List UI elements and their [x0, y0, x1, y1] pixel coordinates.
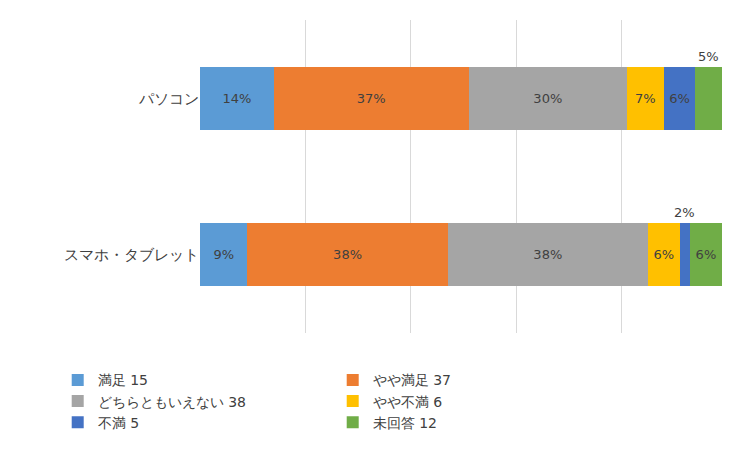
svg-text:6%: 6% [669, 91, 690, 106]
svg-text:37%: 37% [357, 91, 386, 106]
svg-text:未回答 12: 未回答 12 [373, 415, 437, 431]
svg-text:パソコン: パソコン [138, 90, 199, 108]
svg-text:スマホ・タブレット: スマホ・タブレット [64, 246, 199, 264]
svg-text:14%: 14% [222, 91, 251, 106]
svg-text:30%: 30% [533, 91, 562, 106]
svg-text:6%: 6% [696, 247, 717, 262]
svg-text:38%: 38% [333, 247, 362, 262]
svg-text:7%: 7% [635, 91, 656, 106]
svg-text:38%: 38% [533, 247, 562, 262]
svg-text:どちらともいえない 38: どちらともいえない 38 [98, 394, 246, 410]
svg-text:2%: 2% [674, 205, 695, 220]
svg-text:5%: 5% [698, 49, 719, 64]
svg-text:6%: 6% [653, 247, 674, 262]
svg-text:不満 5: 不満 5 [98, 415, 139, 431]
svg-text:やや満足 37: やや満足 37 [373, 372, 451, 388]
svg-text:やや不満 6: やや不満 6 [373, 394, 442, 410]
svg-text:満足 15: 満足 15 [98, 372, 148, 388]
svg-text:9%: 9% [213, 247, 234, 262]
